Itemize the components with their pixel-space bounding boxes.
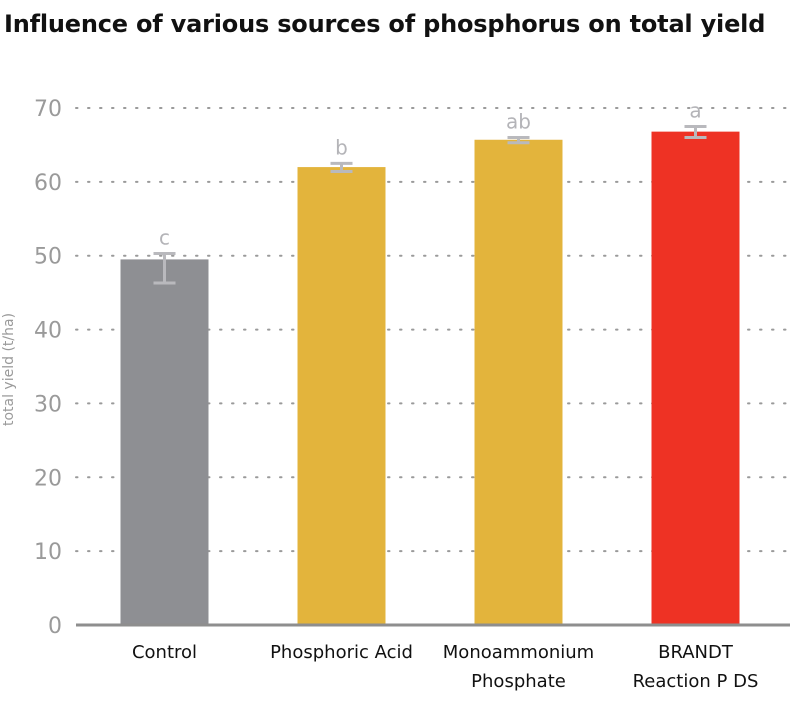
y-tick-label: 10 (34, 540, 62, 565)
y-tick-label: 30 (34, 392, 62, 417)
error-bar (330, 161, 353, 174)
y-tick-label: 20 (34, 466, 62, 491)
error-bar (507, 136, 530, 145)
error-bar (684, 124, 707, 140)
bar (474, 139, 563, 625)
x-tick-label: BRANDT (658, 642, 734, 663)
x-tick-label: Phosphoric Acid (270, 642, 413, 663)
y-tick-label: 40 (34, 319, 62, 344)
y-tick-label: 50 (34, 245, 62, 270)
x-tick-label: Monoammonium (443, 642, 594, 663)
significance-letter: b (335, 135, 348, 159)
error-bar (153, 251, 176, 285)
x-tick-label: Control (132, 642, 197, 663)
bars (120, 131, 740, 626)
error-bars (153, 124, 707, 285)
x-tick-label: Reaction P DS (633, 671, 759, 692)
y-tick-label: 60 (34, 171, 62, 196)
y-tick-label: 0 (48, 614, 62, 639)
chart-title: Influence of various sources of phosphor… (4, 10, 766, 38)
bar (120, 259, 209, 625)
bar (651, 131, 740, 626)
y-axis-label: total yield (t/ha) (1, 313, 17, 426)
x-axis-ticks: Control Phosphoric Acid Monoammonium Phosph… (132, 642, 758, 692)
y-tick-label: 70 (34, 97, 62, 122)
significance-letter: ab (506, 110, 531, 134)
significance-letter: c (159, 225, 170, 249)
x-tick-label: Phosphate (471, 671, 566, 692)
bar (297, 167, 386, 626)
significance-letter: a (689, 98, 701, 122)
y-axis-ticks: 0 10 20 30 40 50 60 70 (34, 97, 62, 639)
significance-letters: c b ab a (159, 98, 702, 249)
